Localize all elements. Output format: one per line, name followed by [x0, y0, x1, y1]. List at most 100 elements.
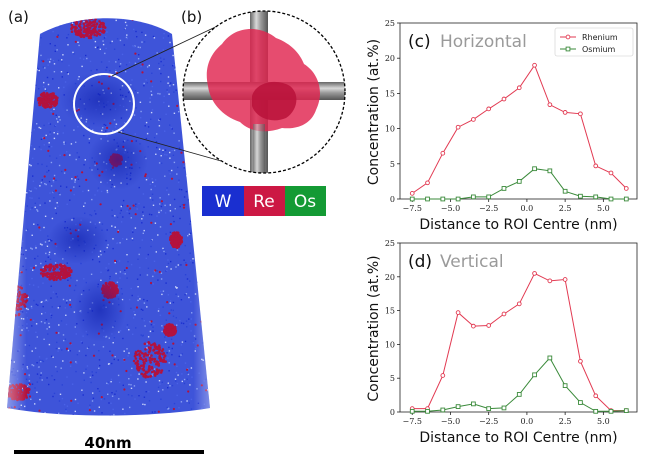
tip-atom — [10, 71, 12, 74]
tip-atom — [143, 13, 144, 14]
tip-re-atom — [7, 309, 9, 313]
tip-atom — [180, 113, 182, 115]
tip-re-atom — [4, 297, 7, 300]
tip-atom — [176, 49, 179, 51]
tip-atom — [30, 70, 33, 72]
data-point-rhenium — [455, 310, 461, 315]
tip-atom — [25, 141, 28, 143]
tip-atom — [4, 85, 5, 86]
tip-atom — [25, 137, 28, 139]
tip-atom — [14, 139, 16, 141]
tip-atom — [10, 128, 13, 130]
tip-re-atom — [13, 302, 16, 305]
data-point-rhenium — [501, 96, 507, 102]
data-point-osmium — [455, 196, 461, 202]
tip-atom — [187, 26, 189, 29]
data-point-rhenium — [486, 106, 492, 112]
tip-atom — [11, 159, 13, 161]
tip-re-atom — [14, 221, 17, 224]
tip-atom — [13, 287, 15, 289]
tip-re-atom — [4, 288, 7, 291]
tip-re-atom — [7, 412, 9, 415]
tip-atom — [178, 83, 180, 85]
tip-atom — [4, 101, 5, 102]
tip-atom — [213, 300, 214, 301]
tip-atom — [28, 84, 30, 86]
tip-atom — [4, 149, 5, 150]
tip-atom — [192, 46, 194, 48]
tip-atom — [117, 419, 118, 420]
tip-atom — [206, 259, 209, 262]
tip-atom — [104, 14, 105, 15]
tip-atom — [30, 119, 32, 122]
series-line-rhenium — [412, 272, 627, 412]
tip-re-atom — [7, 273, 8, 276]
tip-atom — [8, 275, 11, 277]
tip-atom — [7, 179, 8, 181]
tip-atom — [5, 351, 6, 352]
data-point-osmium — [608, 196, 614, 202]
roi-circle — [73, 73, 135, 135]
tip-atom — [5, 304, 6, 305]
tip-atom — [62, 414, 65, 416]
tip-atom — [174, 33, 176, 35]
tip-atom — [17, 154, 19, 156]
tip-atom — [204, 11, 205, 12]
tip-re-atom — [1, 300, 4, 303]
data-point-osmium — [547, 168, 553, 174]
roi-inset — [182, 10, 346, 174]
tip-re-atom — [10, 285, 14, 289]
data-point-rhenium — [471, 117, 476, 122]
tip-atom — [24, 63, 27, 65]
tip-atom — [1, 217, 2, 218]
data-point-osmium — [516, 179, 522, 184]
tip-atom — [193, 141, 195, 143]
tip-re-atom — [14, 84, 17, 87]
tip-re-atom — [4, 311, 7, 314]
data-point-osmium — [501, 186, 507, 191]
tip-atom — [2, 181, 3, 182]
tip-atom — [212, 14, 213, 15]
tip-atom — [71, 12, 72, 13]
tip-atom — [1, 199, 2, 200]
tip-re-atom — [13, 294, 16, 298]
data-point-osmium — [562, 383, 568, 388]
tip-atom — [152, 414, 155, 416]
tip-re-atom — [11, 290, 15, 294]
osmium-core — [252, 81, 297, 121]
tip-atom — [172, 420, 173, 421]
data-point-osmium — [608, 408, 614, 414]
tip-reconstruction — [1, 11, 247, 421]
legend-re-swatch — [244, 186, 285, 216]
tip-atom — [176, 414, 178, 416]
tip-re-atom — [12, 283, 15, 287]
tip-re-atom — [9, 292, 13, 295]
tip-atom — [214, 218, 215, 219]
panel-label: (c) — [408, 32, 431, 52]
tip-atom — [10, 319, 12, 321]
data-point-rhenium — [409, 191, 415, 196]
tip-atom — [13, 182, 15, 185]
tip-atom — [212, 277, 213, 278]
tip-re-atom — [12, 301, 16, 304]
tip-atom — [26, 42, 29, 44]
tip-re-atom — [7, 288, 9, 292]
tip-re-atom — [174, 11, 176, 13]
series-line-osmium — [412, 357, 627, 412]
tip-re-atom — [13, 294, 16, 298]
tip-atom — [19, 223, 21, 225]
tip-atom — [17, 262, 19, 264]
tip-re-atom — [14, 295, 17, 298]
tip-atom — [199, 30, 201, 32]
tip-atom — [208, 376, 210, 378]
series-line-osmium — [412, 168, 627, 200]
tip-atom — [14, 181, 17, 184]
data-point-osmium — [425, 196, 430, 202]
tip-atom — [185, 128, 187, 131]
tip-atom — [23, 206, 25, 208]
tip-atom — [5, 414, 6, 415]
legend-os-swatch — [285, 186, 326, 216]
data-point-osmium — [623, 196, 629, 202]
tip-re-atom — [11, 304, 15, 307]
tip-atom — [5, 408, 6, 409]
